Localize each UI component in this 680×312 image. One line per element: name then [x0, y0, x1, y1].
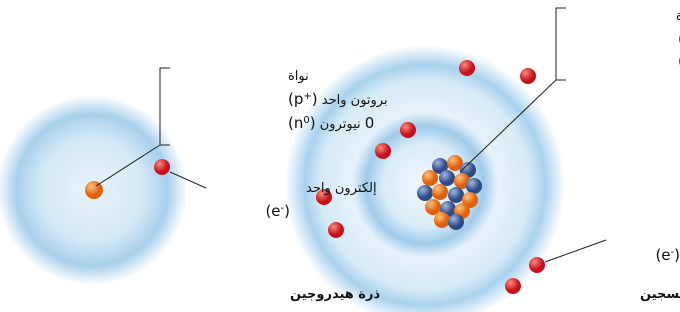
symbol-close: ) — [310, 114, 316, 132]
nucleus-label: نواة — [288, 69, 309, 84]
electron-symbol: (e-) — [655, 246, 680, 264]
label-line: بروتون واحد (p+) — [288, 90, 388, 108]
nucleon — [422, 170, 438, 186]
atoms-diagram: ذرة هيدروجين ذرة أكسجين نواة بروتون واحد … — [0, 0, 680, 312]
symbol-base: (e — [265, 202, 280, 220]
label-text: بروتون واحد — [322, 93, 388, 108]
nucleon — [448, 187, 464, 203]
symbol: (n0) — [288, 114, 316, 132]
symbol-sup: + — [303, 91, 311, 102]
nucleus-label: نواة — [676, 9, 680, 24]
symbol-close: ) — [312, 90, 318, 108]
label-text: إلكترون واحد — [306, 181, 377, 196]
count: 0 — [365, 114, 375, 132]
symbol: (p+) — [288, 90, 318, 108]
nucleon — [434, 212, 450, 228]
oxygen-title: ذرة أكسجين — [640, 285, 680, 302]
symbol-close: ) — [284, 202, 290, 220]
symbol-base: (n — [288, 114, 303, 132]
nucleon — [417, 185, 433, 201]
nucleon — [432, 184, 448, 200]
symbol-close: ) — [674, 246, 680, 264]
nucleon — [448, 214, 464, 230]
nucleon — [425, 199, 441, 215]
symbol-base: (e — [655, 246, 670, 264]
symbol-base: (p — [288, 90, 303, 108]
label-text: نيوترون — [320, 117, 361, 132]
electron-label: إلكترون واحد — [306, 181, 377, 196]
nucleon — [466, 178, 482, 194]
nucleon — [439, 170, 455, 186]
hydrogen-title: ذرة هيدروجين — [290, 287, 380, 302]
electron-symbol: (e-) — [265, 202, 290, 220]
label-line: 0 نيوترون (n0) — [288, 114, 374, 132]
